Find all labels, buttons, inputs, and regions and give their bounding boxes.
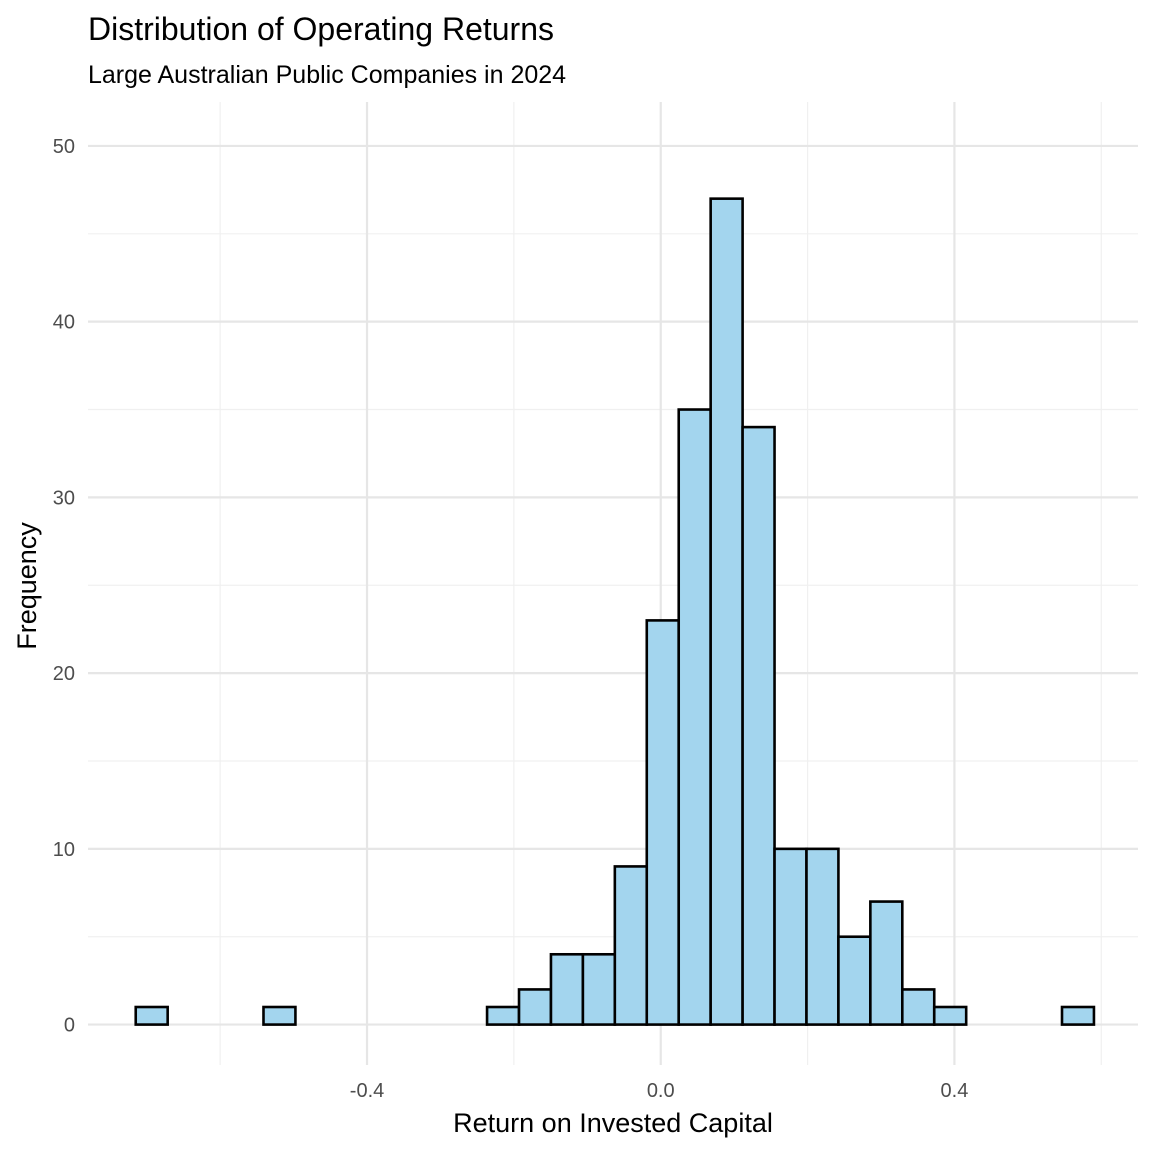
histogram-bar	[581, 952, 617, 1026]
y-tick-label: 50	[53, 136, 75, 158]
y-tick-label: 20	[53, 663, 75, 685]
histogram-bar	[773, 847, 808, 1026]
histogram-bar	[805, 847, 840, 1026]
x-tick-label: 0.0	[647, 1080, 675, 1102]
histogram-bar	[262, 1005, 297, 1026]
histogram-bars	[134, 197, 1096, 1026]
histogram-bar	[869, 900, 904, 1026]
y-tick-label: 30	[53, 487, 75, 509]
x-tick-label: -0.4	[350, 1080, 384, 1102]
x-axis-tick-labels: -0.4 0.0 0.4	[350, 1080, 969, 1102]
x-axis-label: Return on Invested Capital	[453, 1108, 773, 1138]
y-axis-label: Frequency	[12, 522, 42, 650]
histogram-bar	[645, 619, 681, 1026]
histogram-bar	[901, 988, 936, 1026]
x-tick-label: 0.4	[941, 1080, 969, 1102]
histogram-bar	[613, 865, 649, 1026]
histogram-bar	[485, 1005, 521, 1026]
histogram-bar	[677, 408, 712, 1026]
chart-subtitle: Large Australian Public Companies in 202…	[88, 61, 566, 89]
histogram-bar	[1060, 1005, 1096, 1026]
y-axis-tick-labels: 0 10 20 30 40 50	[53, 136, 75, 1037]
y-tick-label: 40	[53, 312, 75, 334]
histogram-bar	[932, 1005, 968, 1026]
histogram-bar	[837, 935, 872, 1026]
major-gridlines	[88, 102, 1138, 1065]
histogram-bar	[517, 988, 553, 1026]
y-tick-label: 0	[64, 1015, 75, 1037]
histogram-bar	[549, 952, 585, 1026]
minor-gridlines	[88, 102, 1138, 1065]
histogram-bar	[134, 1005, 169, 1026]
y-tick-label: 10	[53, 839, 75, 861]
chart-title: Distribution of Operating Returns	[88, 11, 554, 47]
histogram-bar	[741, 425, 776, 1026]
histogram-bar	[709, 197, 744, 1026]
